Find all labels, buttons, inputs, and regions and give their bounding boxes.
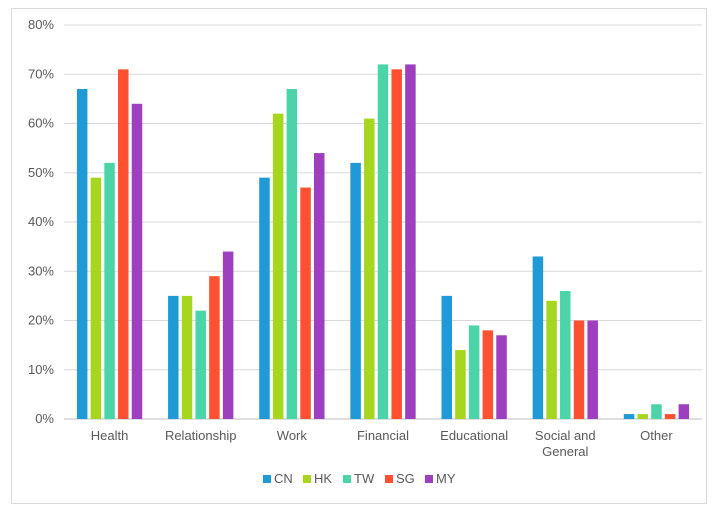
bar — [222, 251, 234, 419]
bar — [560, 290, 571, 419]
bar — [587, 320, 598, 419]
y-tick-label: 0% — [35, 411, 54, 426]
bar — [377, 64, 389, 420]
bar — [468, 325, 480, 419]
legend-label: MY — [436, 471, 456, 486]
bar — [131, 103, 143, 420]
bar — [195, 310, 206, 419]
bar — [300, 187, 311, 419]
y-tick-label: 70% — [28, 66, 54, 81]
bar — [532, 256, 544, 419]
legend-label: SG — [396, 471, 415, 486]
legend-swatch — [385, 475, 393, 483]
bar — [637, 414, 648, 419]
bar — [181, 295, 193, 419]
bar — [405, 64, 416, 420]
y-tick-label: 10% — [28, 362, 54, 377]
bar — [90, 177, 102, 419]
y-tick-label: 20% — [28, 313, 54, 328]
bar — [651, 404, 662, 419]
bar — [482, 330, 494, 419]
bar-chart: 0% 10% 20% 30% 40% 50% 60% 70% 80% Health Relatio… — [28, 17, 702, 486]
legend-swatch — [343, 475, 351, 483]
bar — [118, 69, 129, 419]
legend: CN HK TW SG MY — [263, 471, 456, 486]
bar — [623, 414, 635, 419]
legend-label: TW — [354, 471, 375, 486]
bars — [76, 64, 690, 420]
x-category-label: Educational — [440, 428, 508, 443]
bar — [259, 177, 270, 419]
bar — [272, 113, 284, 420]
x-axis-categories: Health Relationship Work Financial Education… — [91, 428, 674, 459]
bar — [496, 335, 507, 419]
bar — [314, 153, 325, 420]
y-tick-label: 50% — [28, 165, 54, 180]
bar — [76, 89, 88, 420]
y-axis-ticks: 0% 10% 20% 30% 40% 50% 60% 70% 80% — [28, 17, 54, 426]
bar — [350, 162, 361, 419]
bar — [678, 404, 690, 419]
x-category-label: Financial — [357, 428, 409, 443]
x-category-label: Work — [277, 428, 308, 443]
legend-swatch — [303, 475, 311, 483]
bar — [364, 118, 375, 419]
legend-swatch — [425, 475, 433, 483]
y-tick-label: 80% — [28, 17, 54, 32]
bar — [104, 162, 115, 419]
bar — [441, 295, 452, 419]
x-category-label: Relationship — [165, 428, 237, 443]
bar — [209, 276, 220, 419]
bar — [391, 69, 402, 419]
bar — [286, 89, 298, 420]
legend-label: HK — [314, 471, 332, 486]
bar — [168, 295, 179, 419]
y-tick-label: 40% — [28, 214, 54, 229]
x-category-label: Health — [91, 428, 129, 443]
legend-label: CN — [274, 471, 293, 486]
bar — [664, 414, 676, 419]
bar — [455, 350, 466, 419]
bar — [573, 320, 585, 419]
x-category-label: Social and — [535, 428, 596, 443]
chart-frame: 0% 10% 20% 30% 40% 50% 60% 70% 80% Health Relatio… — [11, 8, 707, 504]
y-tick-label: 30% — [28, 263, 54, 278]
bar — [546, 300, 557, 419]
x-category-label: Other — [640, 428, 673, 443]
legend-swatch — [263, 475, 271, 483]
x-category-label: General — [542, 444, 588, 459]
y-tick-label: 60% — [28, 116, 54, 131]
